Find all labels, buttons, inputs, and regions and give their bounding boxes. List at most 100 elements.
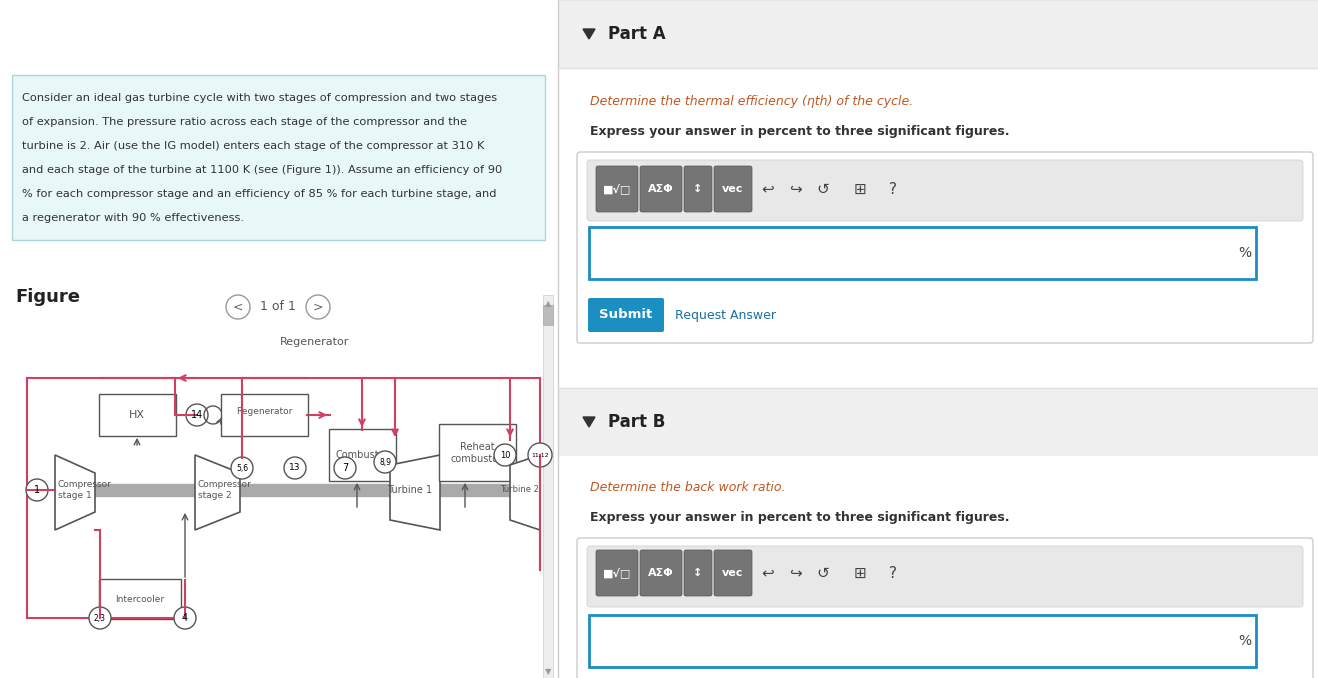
FancyBboxPatch shape bbox=[558, 0, 1318, 68]
Text: 4: 4 bbox=[182, 613, 188, 623]
Polygon shape bbox=[583, 417, 594, 427]
Text: Regenerator: Regenerator bbox=[236, 407, 293, 416]
FancyBboxPatch shape bbox=[596, 550, 638, 596]
FancyBboxPatch shape bbox=[12, 75, 546, 240]
Text: Compressor
stage 2: Compressor stage 2 bbox=[198, 480, 252, 500]
Text: 2,3: 2,3 bbox=[94, 614, 105, 622]
Text: Consider an ideal gas turbine cycle with two stages of compression and two stage: Consider an ideal gas turbine cycle with… bbox=[22, 93, 497, 103]
FancyBboxPatch shape bbox=[589, 615, 1256, 667]
FancyBboxPatch shape bbox=[99, 579, 181, 619]
Circle shape bbox=[283, 457, 306, 479]
Polygon shape bbox=[583, 29, 594, 39]
Polygon shape bbox=[510, 455, 540, 530]
Circle shape bbox=[26, 479, 47, 501]
Circle shape bbox=[529, 443, 552, 467]
FancyBboxPatch shape bbox=[577, 152, 1313, 343]
Text: Part B: Part B bbox=[608, 413, 666, 431]
Text: 5,6: 5,6 bbox=[236, 464, 248, 473]
Bar bbox=[55, 484, 525, 496]
Text: Turbine 1: Turbine 1 bbox=[387, 485, 432, 495]
FancyBboxPatch shape bbox=[596, 166, 638, 212]
Text: Intercooler: Intercooler bbox=[116, 595, 165, 605]
FancyBboxPatch shape bbox=[543, 305, 554, 325]
Text: Regenerator: Regenerator bbox=[281, 337, 349, 347]
Text: and each stage of the turbine at 1100 K (see (Figure 1)). Assume an efficiency o: and each stage of the turbine at 1100 K … bbox=[22, 165, 502, 175]
FancyBboxPatch shape bbox=[439, 424, 517, 481]
Text: ■√□: ■√□ bbox=[602, 184, 631, 195]
Text: Combustor: Combustor bbox=[335, 450, 389, 460]
Text: 13: 13 bbox=[289, 464, 301, 473]
Text: Determine the thermal efficiency (ηth) of the cycle.: Determine the thermal efficiency (ηth) o… bbox=[590, 95, 913, 108]
FancyBboxPatch shape bbox=[558, 388, 1318, 456]
FancyBboxPatch shape bbox=[588, 298, 664, 332]
FancyBboxPatch shape bbox=[330, 429, 395, 481]
Text: turbine is 2. Air (use the IG model) enters each stage of the compressor at 310 : turbine is 2. Air (use the IG model) ent… bbox=[22, 141, 485, 151]
Text: 1: 1 bbox=[34, 485, 40, 495]
FancyBboxPatch shape bbox=[641, 550, 681, 596]
FancyBboxPatch shape bbox=[684, 166, 712, 212]
Text: 7: 7 bbox=[341, 463, 348, 473]
FancyBboxPatch shape bbox=[558, 68, 1318, 388]
Text: %: % bbox=[1238, 246, 1251, 260]
FancyBboxPatch shape bbox=[558, 456, 1318, 678]
Text: Turbine 2: Turbine 2 bbox=[500, 485, 539, 494]
Text: Express your answer in percent to three significant figures.: Express your answer in percent to three … bbox=[590, 125, 1010, 138]
FancyBboxPatch shape bbox=[641, 166, 681, 212]
Text: ⊞: ⊞ bbox=[854, 565, 866, 580]
Text: ↪: ↪ bbox=[788, 565, 801, 580]
Circle shape bbox=[90, 607, 111, 629]
Text: %: % bbox=[1238, 634, 1251, 648]
Polygon shape bbox=[195, 455, 240, 530]
Circle shape bbox=[494, 444, 517, 466]
Text: 14: 14 bbox=[191, 410, 203, 420]
Text: 11,12: 11,12 bbox=[531, 452, 548, 458]
FancyBboxPatch shape bbox=[587, 546, 1304, 607]
Text: Determine the back work ratio.: Determine the back work ratio. bbox=[590, 481, 786, 494]
Circle shape bbox=[225, 295, 250, 319]
Text: Compressor
stage 1: Compressor stage 1 bbox=[58, 480, 112, 500]
Circle shape bbox=[374, 451, 395, 473]
FancyBboxPatch shape bbox=[543, 295, 554, 678]
Text: Express your answer in percent to three significant figures.: Express your answer in percent to three … bbox=[590, 511, 1010, 524]
Text: a regenerator with 90 % effectiveness.: a regenerator with 90 % effectiveness. bbox=[22, 213, 244, 223]
Text: 1 of 1: 1 of 1 bbox=[260, 300, 297, 313]
Circle shape bbox=[186, 404, 208, 426]
Text: Submit: Submit bbox=[600, 308, 652, 321]
Circle shape bbox=[231, 457, 253, 479]
Text: ↺: ↺ bbox=[817, 182, 829, 197]
Text: ↕: ↕ bbox=[693, 568, 702, 578]
FancyBboxPatch shape bbox=[684, 550, 712, 596]
Circle shape bbox=[174, 607, 196, 629]
FancyBboxPatch shape bbox=[221, 394, 308, 436]
FancyBboxPatch shape bbox=[714, 550, 753, 596]
Text: ΑΣΦ: ΑΣΦ bbox=[648, 568, 673, 578]
Text: ?: ? bbox=[890, 182, 898, 197]
Text: 10: 10 bbox=[500, 450, 510, 460]
Text: <: < bbox=[233, 300, 244, 313]
Text: % for each compressor stage and an efficiency of 85 % for each turbine stage, an: % for each compressor stage and an effic… bbox=[22, 189, 497, 199]
Text: Request Answer: Request Answer bbox=[675, 308, 776, 321]
Text: ■√□: ■√□ bbox=[602, 567, 631, 578]
Text: ↩: ↩ bbox=[762, 182, 775, 197]
FancyBboxPatch shape bbox=[589, 227, 1256, 279]
Text: Reheat
combustor: Reheat combustor bbox=[451, 442, 503, 464]
FancyBboxPatch shape bbox=[99, 394, 177, 436]
Text: 8,9: 8,9 bbox=[380, 458, 391, 466]
Text: ▼: ▼ bbox=[544, 667, 551, 676]
Polygon shape bbox=[390, 455, 440, 530]
Text: of expansion. The pressure ratio across each stage of the compressor and the: of expansion. The pressure ratio across … bbox=[22, 117, 467, 127]
Text: ?: ? bbox=[890, 565, 898, 580]
Text: vec: vec bbox=[722, 568, 743, 578]
Text: ↺: ↺ bbox=[817, 565, 829, 580]
FancyBboxPatch shape bbox=[577, 538, 1313, 678]
Text: ΑΣΦ: ΑΣΦ bbox=[648, 184, 673, 194]
Text: ↕: ↕ bbox=[693, 184, 702, 194]
Circle shape bbox=[306, 295, 330, 319]
Text: ↩: ↩ bbox=[762, 565, 775, 580]
FancyBboxPatch shape bbox=[587, 160, 1304, 221]
Text: ▲: ▲ bbox=[544, 299, 551, 308]
Text: HX: HX bbox=[129, 410, 145, 420]
Text: vec: vec bbox=[722, 184, 743, 194]
Text: ⊞: ⊞ bbox=[854, 182, 866, 197]
Text: Part A: Part A bbox=[608, 25, 666, 43]
